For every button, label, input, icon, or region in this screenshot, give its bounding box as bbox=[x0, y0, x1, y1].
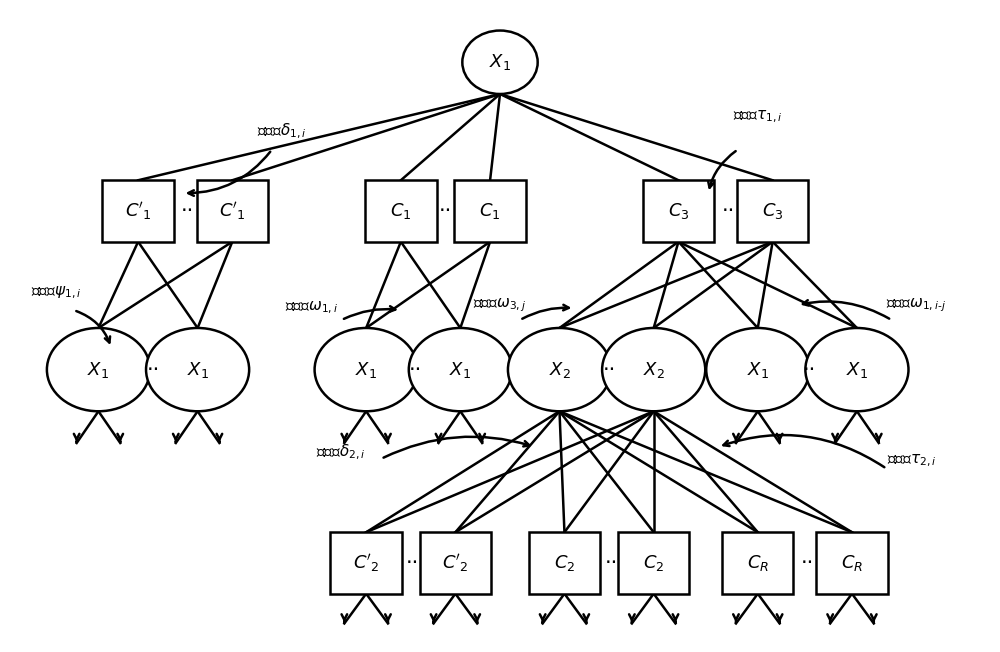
Text: $C_2$: $C_2$ bbox=[554, 553, 575, 573]
Text: ⋅⋅: ⋅⋅ bbox=[439, 201, 452, 221]
Text: ⋅⋅: ⋅⋅ bbox=[146, 360, 160, 379]
Text: ⋅⋅: ⋅⋅ bbox=[721, 201, 735, 221]
Ellipse shape bbox=[47, 328, 150, 411]
Text: $X_1$: $X_1$ bbox=[87, 360, 109, 379]
Text: ⋅⋅: ⋅⋅ bbox=[803, 360, 816, 379]
Text: 概率为$\delta_{2,i}$: 概率为$\delta_{2,i}$ bbox=[316, 442, 366, 462]
Bar bbox=[454, 180, 526, 242]
Text: ⋅⋅: ⋅⋅ bbox=[604, 553, 618, 573]
Bar bbox=[529, 532, 600, 594]
Text: $X_1$: $X_1$ bbox=[489, 52, 511, 72]
Bar bbox=[643, 180, 714, 242]
Text: $C_3$: $C_3$ bbox=[668, 201, 689, 221]
Ellipse shape bbox=[462, 31, 538, 94]
Text: $X_1$: $X_1$ bbox=[747, 360, 769, 379]
Text: $X_1$: $X_1$ bbox=[187, 360, 209, 379]
Text: $C_2$: $C_2$ bbox=[643, 553, 664, 573]
Ellipse shape bbox=[508, 328, 611, 411]
Bar bbox=[618, 532, 689, 594]
Bar bbox=[197, 180, 268, 242]
Text: $C'_1$: $C'_1$ bbox=[125, 200, 152, 222]
Text: ⋅⋅: ⋅⋅ bbox=[181, 201, 194, 221]
Text: 概率为$\delta_{1,i}$: 概率为$\delta_{1,i}$ bbox=[257, 122, 307, 141]
Ellipse shape bbox=[706, 328, 809, 411]
Text: $C_1$: $C_1$ bbox=[479, 201, 501, 221]
Text: 概率为$\omega_{3,j}$: 概率为$\omega_{3,j}$ bbox=[473, 297, 527, 314]
Text: ⋅⋅: ⋅⋅ bbox=[801, 553, 814, 573]
Bar bbox=[365, 180, 437, 242]
Text: 概率为$\tau_{1,i}$: 概率为$\tau_{1,i}$ bbox=[733, 109, 783, 125]
Bar bbox=[722, 532, 793, 594]
Text: $C_R$: $C_R$ bbox=[747, 553, 769, 573]
Text: ⋅⋅: ⋅⋅ bbox=[406, 553, 419, 573]
Text: $C'_2$: $C'_2$ bbox=[442, 552, 469, 574]
Text: 概率为$\omega_{1,i}$: 概率为$\omega_{1,i}$ bbox=[285, 300, 338, 316]
Bar bbox=[737, 180, 808, 242]
Text: $X_1$: $X_1$ bbox=[846, 360, 868, 379]
Ellipse shape bbox=[602, 328, 705, 411]
Ellipse shape bbox=[146, 328, 249, 411]
Bar bbox=[102, 180, 174, 242]
Text: $C_R$: $C_R$ bbox=[841, 553, 863, 573]
Ellipse shape bbox=[409, 328, 512, 411]
Bar bbox=[816, 532, 888, 594]
Ellipse shape bbox=[805, 328, 908, 411]
Text: $C'_1$: $C'_1$ bbox=[219, 200, 246, 222]
Text: $X_2$: $X_2$ bbox=[643, 360, 665, 379]
Text: ⋅⋅: ⋅⋅ bbox=[602, 360, 616, 379]
Text: $X_2$: $X_2$ bbox=[549, 360, 570, 379]
Bar bbox=[420, 532, 491, 594]
Text: 概率为$\omega_{1,i\text{-}j}$: 概率为$\omega_{1,i\text{-}j}$ bbox=[886, 297, 946, 314]
Text: $X_1$: $X_1$ bbox=[449, 360, 471, 379]
Ellipse shape bbox=[315, 328, 418, 411]
Text: $C_3$: $C_3$ bbox=[762, 201, 783, 221]
Text: $C_1$: $C_1$ bbox=[390, 201, 412, 221]
Text: $X_1$: $X_1$ bbox=[355, 360, 377, 379]
Text: $C'_2$: $C'_2$ bbox=[353, 552, 380, 574]
Text: 概率为$\psi_{1,i}$: 概率为$\psi_{1,i}$ bbox=[31, 285, 81, 301]
Text: 概率为$\tau_{2,i}$: 概率为$\tau_{2,i}$ bbox=[887, 452, 936, 469]
Text: ⋅⋅: ⋅⋅ bbox=[409, 360, 422, 379]
Bar bbox=[330, 532, 402, 594]
